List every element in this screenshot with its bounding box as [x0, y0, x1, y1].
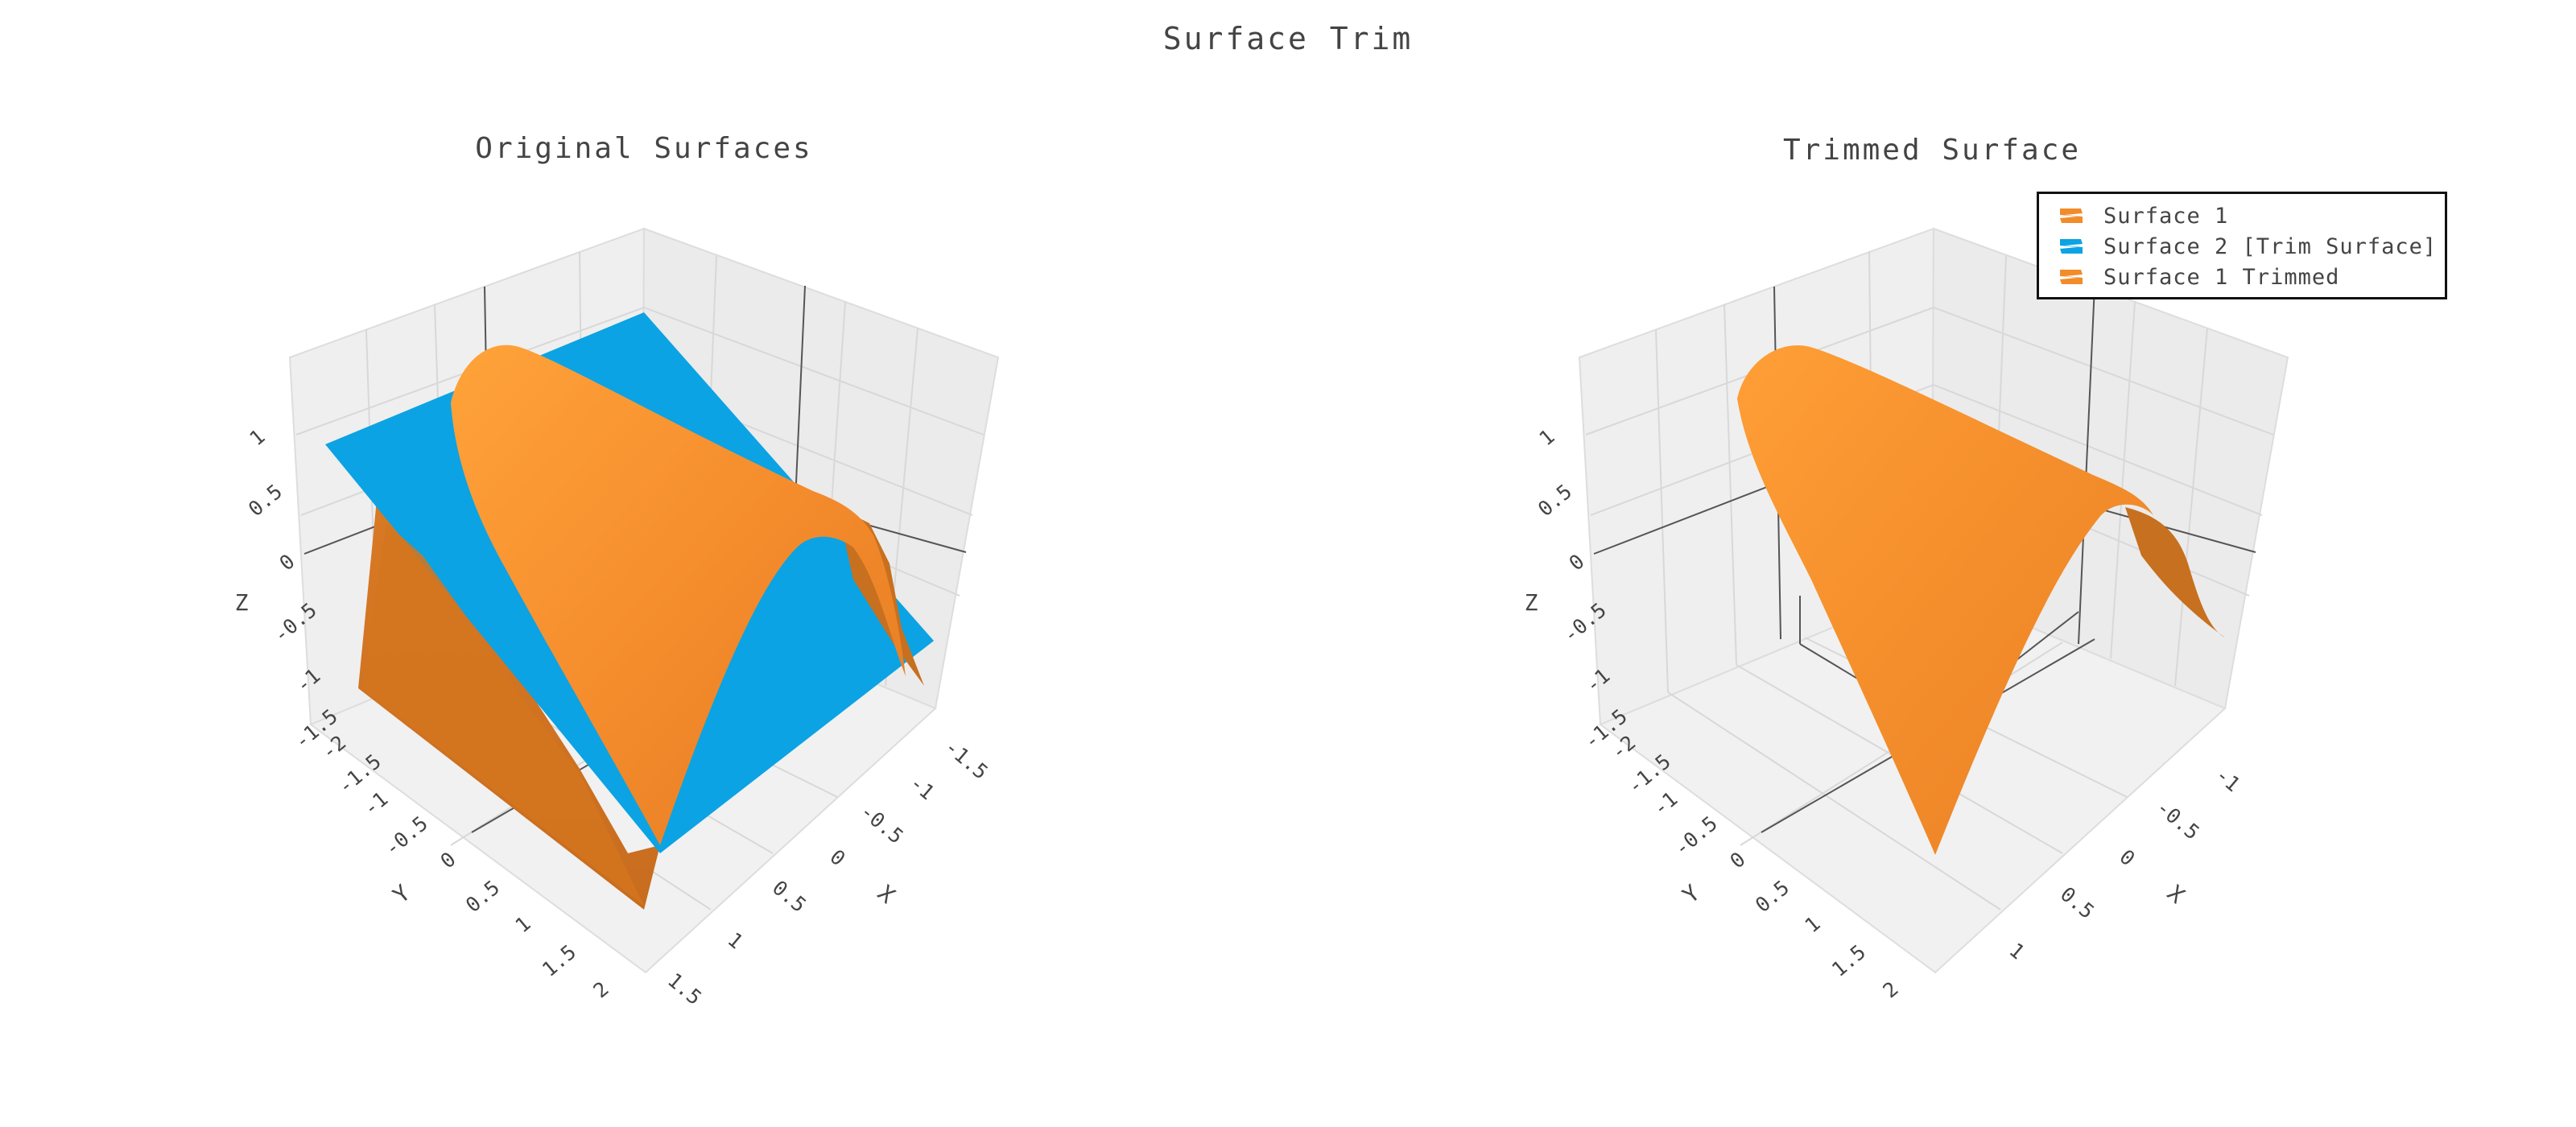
z-axis-title: Z: [1525, 589, 1538, 616]
subplot-original-surfaces[interactable]: Original Surfaces: [235, 132, 1000, 1009]
y-tick: 2: [588, 977, 613, 1003]
figure-title: Surface Trim: [1162, 21, 1414, 56]
y-tick: 0: [436, 848, 460, 873]
surface1-main-ridge: [451, 345, 906, 845]
x-tick: -1: [906, 771, 939, 805]
y-axis-title: Y: [388, 880, 415, 909]
x-tick: -0.5: [2152, 795, 2204, 844]
z-tick: 0: [275, 550, 299, 576]
legend[interactable]: Surface 1 Surface 2 [Trim Surface] Surfa…: [2037, 192, 2447, 299]
legend-item-surface-1[interactable]: Surface 1: [2039, 200, 2445, 231]
y-tick: 0.5: [461, 876, 504, 917]
x-tick: 0: [825, 845, 849, 871]
legend-label-surface-1: Surface 1: [2103, 203, 2229, 229]
x-tick: -1: [2211, 763, 2245, 797]
y-tick: -0.5: [380, 811, 432, 861]
x-tick: 1.5: [663, 968, 706, 1009]
legend-label-surface-2: Surface 2 [Trim Surface]: [2103, 233, 2438, 259]
y-tick: 1.5: [538, 940, 580, 981]
legend-swatch-surface-1-trimmed: [2060, 270, 2083, 284]
x-axis-title: X: [873, 880, 900, 909]
subplot-title-trimmed: Trimmed Surface: [1783, 134, 2081, 167]
x-tick: 0.5: [2056, 882, 2099, 923]
z-tick: 0: [1564, 550, 1588, 576]
x-tick: -0.5: [856, 799, 908, 848]
subplot-trimmed-surface[interactable]: Trimmed Surface: [1525, 134, 2289, 1003]
x-tick: 0.5: [768, 876, 811, 917]
x-tick: 1: [2004, 939, 2029, 964]
y-tick: 1.5: [1827, 940, 1870, 981]
z-tick: 1: [1534, 425, 1558, 451]
y-axis-title: Y: [1678, 880, 1705, 909]
legend-item-surface-1-trimmed[interactable]: Surface 1 Trimmed: [2039, 262, 2445, 292]
y-tick: 2: [1878, 977, 1902, 1003]
y-tick: 1: [1800, 912, 1824, 938]
legend-swatch-surface-2: [2060, 239, 2083, 254]
trimmed-surface-main: [1737, 345, 2153, 855]
z-tick: 0.5: [244, 480, 287, 521]
y-tick: 1: [510, 912, 535, 938]
y-tick: 0: [1725, 848, 1749, 873]
x-tick: 1: [723, 928, 747, 954]
subplot-title-original: Original Surfaces: [475, 132, 812, 165]
z-tick: 1: [245, 425, 269, 451]
z-tick: 0.5: [1534, 480, 1576, 521]
legend-swatch-surface-1: [2060, 208, 2083, 223]
y-tick: -1: [359, 787, 393, 821]
y-tick: -0.5: [1670, 811, 1722, 861]
legend-label-surface-1-trimmed: Surface 1 Trimmed: [2103, 264, 2340, 290]
y-tick: 0.5: [1751, 876, 1794, 917]
z-axis-title: Z: [235, 589, 249, 616]
x-tick: 0: [2115, 845, 2139, 871]
legend-item-surface-2[interactable]: Surface 2 [Trim Surface]: [2039, 231, 2445, 262]
x-axis-title: X: [2162, 880, 2190, 909]
x-tick: -1.5: [940, 735, 993, 784]
trimmed-surface-right-flank: [2125, 507, 2225, 638]
surface1-underside: [362, 523, 644, 906]
y-tick: -1: [1649, 787, 1682, 821]
